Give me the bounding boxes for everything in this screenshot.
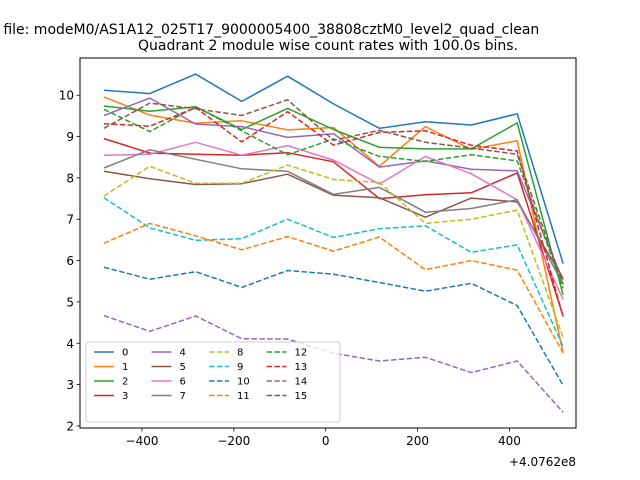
legend-frame [85, 341, 341, 423]
series-line-11 [103, 222, 564, 354]
series-line-0 [103, 73, 564, 264]
plot-lines [103, 73, 564, 413]
y-tick-label: 7 [66, 213, 74, 227]
legend-label-1: 1 [122, 362, 128, 373]
series-line-2 [103, 105, 564, 296]
y-tick-label: 6 [66, 254, 74, 268]
series-line-3 [103, 137, 564, 317]
series-line-9 [103, 197, 564, 347]
y-tick-label: 8 [66, 171, 74, 185]
y-tick-label: 3 [66, 378, 74, 392]
legend-label-8: 8 [237, 348, 243, 359]
y-axis: 2 3 4 5 6 7 8 9 10 [59, 89, 80, 433]
legend-label-9: 9 [237, 362, 243, 373]
x-tick-label: −200 [217, 434, 250, 448]
legend-label-2: 2 [122, 377, 128, 388]
legend-label-3: 3 [122, 391, 128, 402]
legend-label-14: 14 [295, 377, 308, 388]
legend-label-4: 4 [180, 348, 186, 359]
series-line-4 [103, 97, 564, 281]
x-tick-label: 200 [406, 434, 429, 448]
legend-label-13: 13 [295, 362, 308, 373]
series-line-12 [103, 106, 564, 289]
series-line-15 [103, 99, 564, 285]
y-tick-label: 10 [59, 89, 74, 103]
y-tick-label: 9 [66, 130, 74, 144]
series-line-10 [103, 266, 564, 386]
legend-label-10: 10 [237, 377, 250, 388]
x-tick-label: −400 [126, 434, 159, 448]
legend-label-7: 7 [180, 391, 186, 402]
x-tick-label: 400 [498, 434, 521, 448]
plot-frame [79, 57, 577, 429]
series-line-8 [103, 164, 564, 338]
legend-label-12: 12 [295, 348, 308, 359]
y-tick-label: 5 [66, 295, 74, 309]
x-axis: −400 −200 0 200 400 [126, 428, 521, 448]
y-tick-label: 4 [66, 337, 74, 351]
x-offset-label: +4.0762e8 [509, 455, 576, 469]
legend-label-6: 6 [180, 377, 186, 388]
chart-title: Quadrant 2 module wise count rates with … [138, 38, 518, 54]
legend-label-0: 0 [122, 348, 128, 359]
legend-label-15: 15 [295, 391, 308, 402]
series-line-7 [103, 149, 564, 285]
series-line-13 [103, 106, 564, 318]
legend-label-11: 11 [237, 391, 250, 402]
figure-suptitle: n file: modeM0/AS1A12_025T17_9000005400_… [0, 22, 539, 38]
legend-label-5: 5 [180, 362, 186, 373]
y-tick-label: 2 [66, 419, 74, 433]
series-line-6 [103, 141, 564, 300]
x-tick-label: 0 [322, 434, 330, 448]
series-line-5 [103, 170, 564, 279]
